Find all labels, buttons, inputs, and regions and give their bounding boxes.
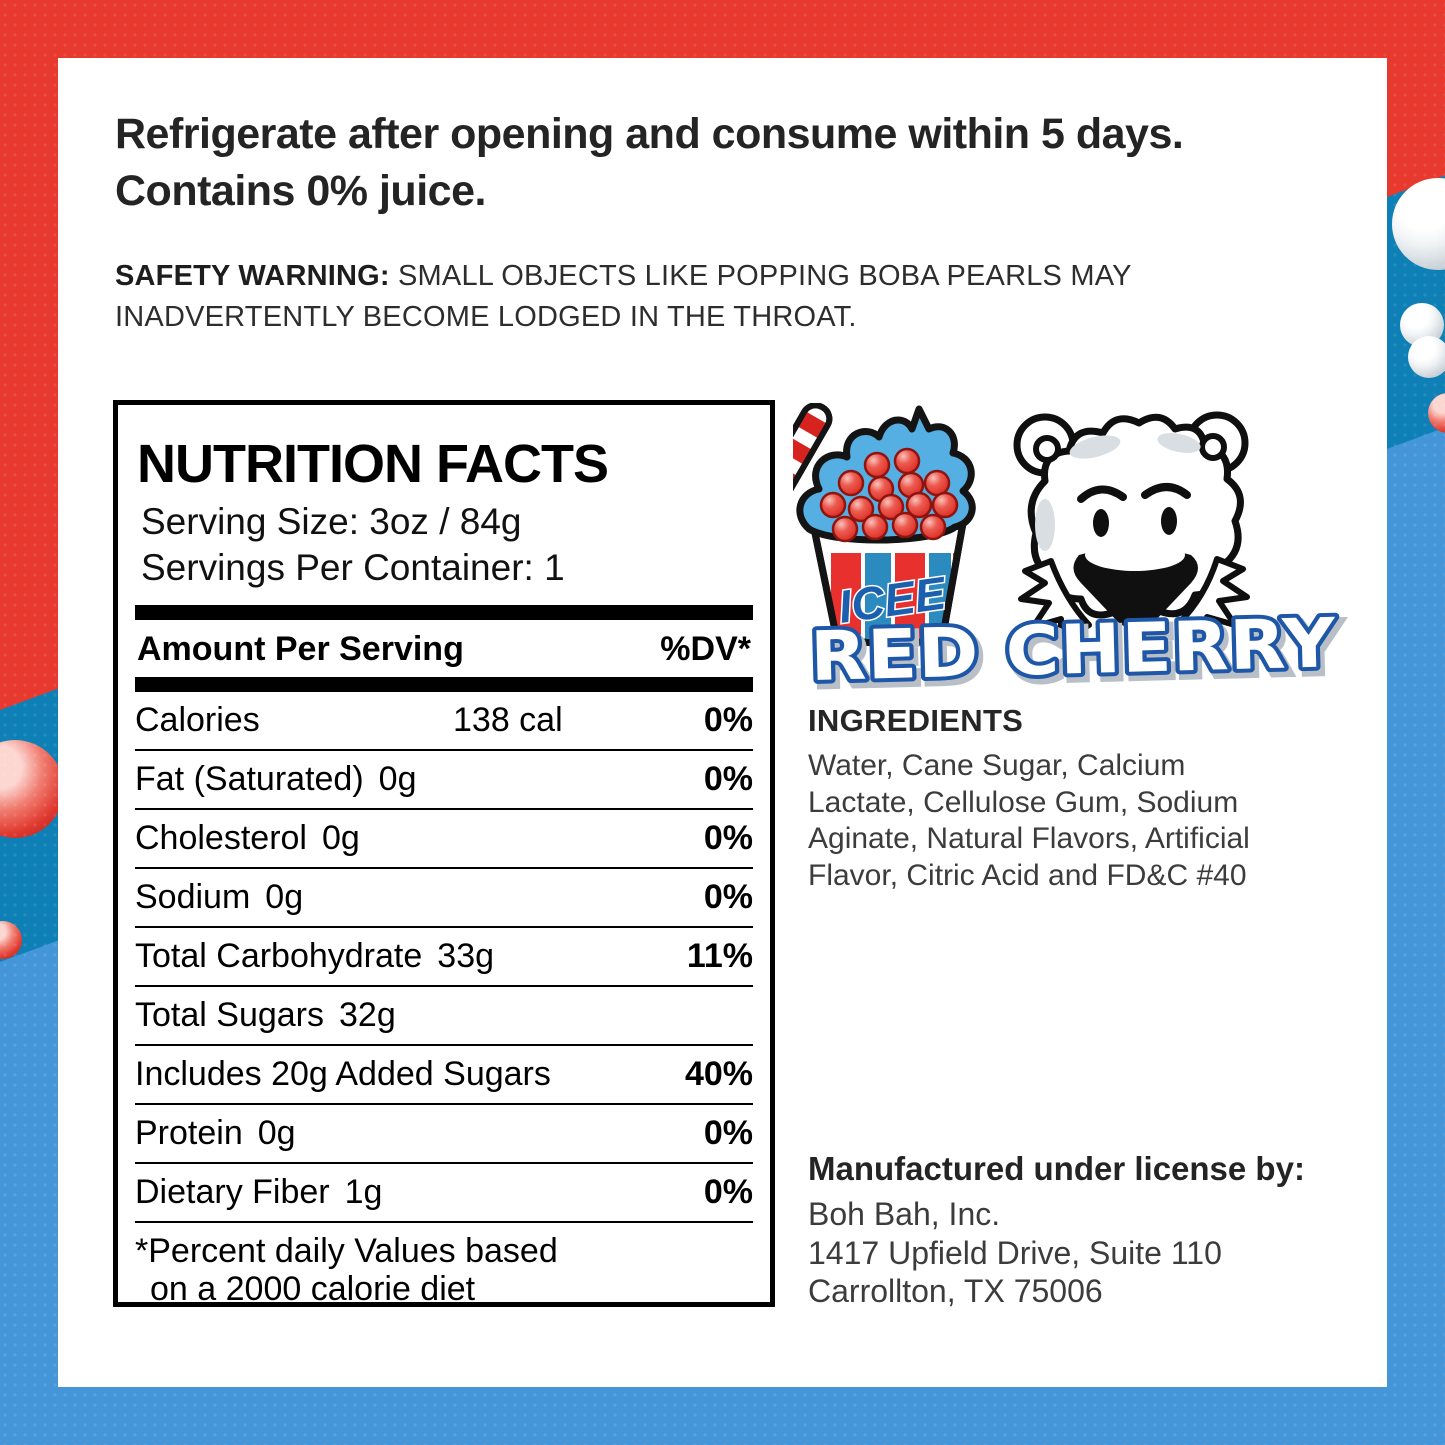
- nutrient-daily-value: 0%: [703, 701, 753, 739]
- nutrient-mid-value: 138 cal: [453, 701, 563, 739]
- nutrition-footnote: *Percent daily Values based on a 2000 ca…: [135, 1223, 753, 1308]
- nutrition-row: Protein 0g 0%: [135, 1105, 753, 1164]
- nutrient-name: Calories: [135, 701, 260, 739]
- nutrient-name: Fat (Saturated): [135, 760, 364, 798]
- ingredients-line: Aginate, Natural Flavors, Artificial: [808, 822, 1250, 855]
- storage-notice: Refrigerate after opening and consume wi…: [115, 106, 1340, 220]
- nutrient-daily-value: 11%: [686, 937, 753, 975]
- nutrient-amount: 0g: [265, 878, 304, 916]
- nutrition-facts-panel: NUTRITION FACTS Serving Size: 3oz / 84g …: [113, 400, 775, 1308]
- nutrient-name: Total Carbohydrate: [135, 937, 423, 975]
- daily-value-header: %DV*: [660, 630, 751, 668]
- nutrition-row: Cholesterol 0g 0%: [135, 810, 753, 869]
- boba-pearls-icon: [819, 447, 959, 543]
- divider-thick: [135, 677, 753, 692]
- nutrient-daily-value: 0%: [703, 760, 753, 798]
- nutrition-title: NUTRITION FACTS: [137, 434, 609, 494]
- ingredients-title: INGREDIENTS: [808, 703, 1024, 738]
- nutrition-row: Total Sugars 32g: [135, 987, 753, 1046]
- footnote-line1: *Percent daily Values based: [135, 1232, 558, 1270]
- brand-illustration: ICEE: [793, 403, 1250, 647]
- nutrition-row: Sodium 0g 0%: [135, 869, 753, 928]
- boba-pearl-decoration: [1428, 393, 1445, 433]
- nutrient-daily-value: 0%: [703, 819, 753, 857]
- serving-size: Serving Size: 3oz / 84g: [141, 501, 522, 542]
- boba-pearl-decoration: [1408, 336, 1445, 378]
- nutrition-rows: Calories 138 cal 0% Fat (Saturated) 0g 0% Chol…: [135, 692, 753, 1223]
- nutrition-row: Calories 138 cal 0%: [135, 692, 753, 751]
- storage-notice-line2: Contains 0% juice.: [115, 167, 486, 215]
- manufacturer-street: 1417 Upfield Drive, Suite 110: [808, 1234, 1222, 1271]
- nutrition-row: Includes 20g Added Sugars 40%: [135, 1046, 753, 1105]
- boba-pearl-decoration: [0, 921, 22, 959]
- manufacturer-title: Manufactured under license by:: [808, 1150, 1305, 1187]
- manufacturer-name: Boh Bah, Inc.: [808, 1196, 1001, 1232]
- nutrient-name: Cholesterol: [135, 819, 307, 857]
- ingredients-text: Water, Cane Sugar, Calcium Lactate, Cell…: [808, 748, 1388, 894]
- divider-thick: [135, 605, 753, 620]
- ingredients-line: Lactate, Cellulose Gum, Sodium: [808, 785, 1239, 819]
- footnote-line2: on a 2000 calorie diet: [150, 1270, 476, 1308]
- safety-warning-label: SAFETY WARNING:: [115, 260, 390, 292]
- ingredients-line: Water, Cane Sugar, Calcium: [808, 749, 1186, 782]
- nutrient-daily-value: 0%: [703, 1173, 753, 1211]
- slushie-cup-icon: ICEE: [796, 405, 976, 647]
- nutrient-amount: 0g: [321, 819, 360, 857]
- storage-notice-line1: Refrigerate after opening and consume wi…: [115, 110, 1184, 158]
- nutrient-name: Dietary Fiber: [135, 1173, 330, 1211]
- nutrient-amount: 0g: [378, 760, 417, 798]
- nutrient-name: Total Sugars: [135, 996, 324, 1034]
- nutrient-amount: 1g: [344, 1173, 383, 1211]
- nutrient-daily-value: 40%: [684, 1055, 753, 1093]
- nutrition-row: Total Carbohydrate 33g 11%: [135, 928, 753, 987]
- nutrient-amount: 32g: [339, 996, 396, 1034]
- servings-per-container: Servings Per Container: 1: [141, 547, 565, 588]
- slush-icon: [796, 405, 976, 544]
- manufacturer-city: Carrollton, TX 75006: [808, 1273, 1103, 1309]
- manufacturer-address: Boh Bah, Inc. 1417 Upfield Drive, Suite …: [808, 1195, 1222, 1311]
- nutrient-name: Includes 20g Added Sugars: [135, 1055, 551, 1093]
- safety-warning: SAFETY WARNING: SMALL OBJECTS LIKE POPPI…: [115, 256, 1220, 338]
- wordmark-shadow: RED CHERRY: [813, 609, 1341, 702]
- safety-warning-text: SMALL OBJECTS LIKE POPPING BOBA PEARLS M…: [115, 260, 1132, 333]
- nutrition-row: Dietary Fiber 1g 0%: [135, 1164, 753, 1223]
- nutrient-name: Sodium: [135, 878, 251, 916]
- nutrition-row: Fat (Saturated) 0g 0%: [135, 751, 753, 810]
- wordmark-text: RED CHERRY: [809, 607, 1337, 697]
- nutrient-name: Protein: [135, 1114, 243, 1152]
- nutrient-daily-value: 0%: [703, 878, 753, 916]
- ingredients-line: Flavor, Citric Acid and FD&C #40: [808, 858, 1247, 892]
- nutrient-amount: 0g: [257, 1114, 296, 1152]
- nutrition-header-row: Amount Per Serving %DV*: [135, 620, 753, 677]
- red-cherry-wordmark: RED CHERRY RED CHERRY: [805, 607, 1345, 706]
- straw-icon: [793, 403, 833, 524]
- label-card: Refrigerate after opening and consume wi…: [58, 58, 1387, 1387]
- nutrient-amount: 33g: [437, 937, 495, 975]
- polar-bear-icon: [1013, 411, 1250, 646]
- nutrient-daily-value: 0%: [703, 1114, 753, 1152]
- amount-per-serving-header: Amount Per Serving: [137, 630, 464, 668]
